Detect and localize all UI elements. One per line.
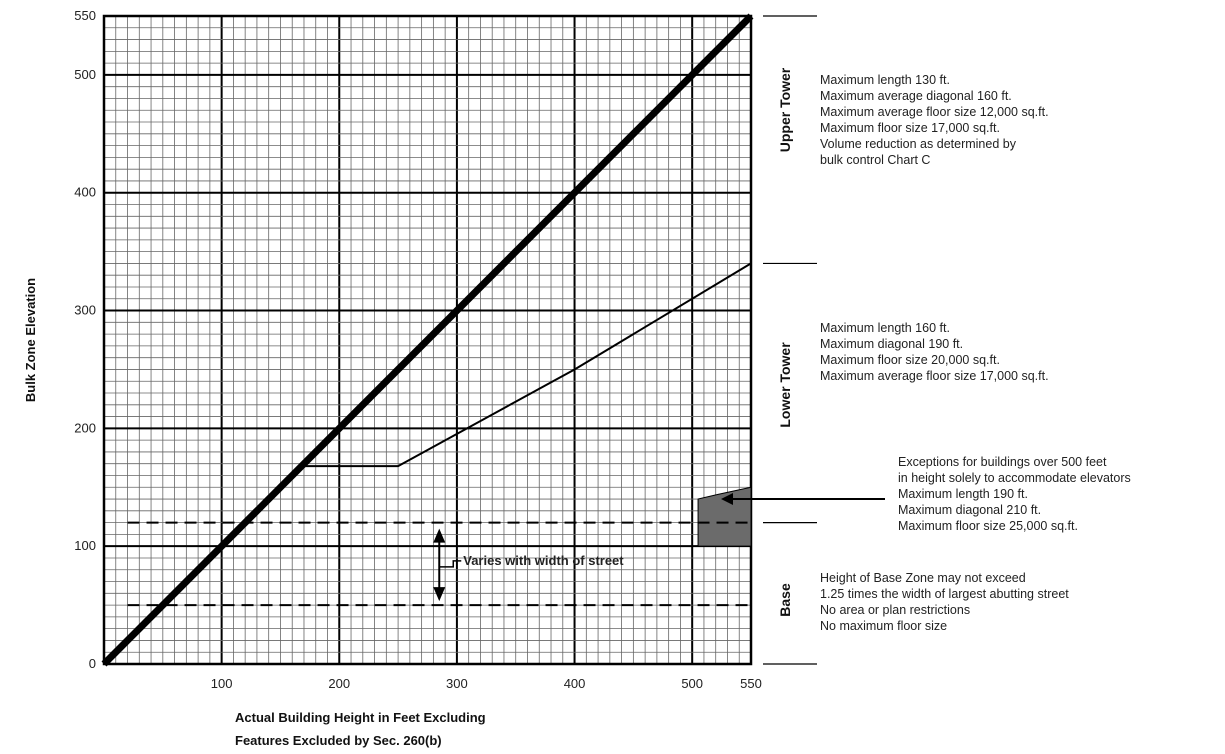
upper-tower-notes: Maximum length 130 ft. Maximum average d…: [820, 72, 1049, 168]
y-tick-label: 550: [74, 8, 96, 23]
zone-label-upper-tower: Upper Tower: [777, 67, 793, 152]
annotation-label: Varies with width of street: [463, 553, 624, 568]
annotation-leader: [439, 560, 462, 568]
x-axis-title-line-2: Features Excluded by Sec. 260(b): [235, 733, 442, 748]
upper-tower-note: Volume reduction as determined by: [820, 137, 1016, 151]
x-tick-label: 200: [328, 676, 350, 691]
upper-tower-note: Maximum average diagonal 160 ft.: [820, 89, 1012, 103]
y-tick-label: 400: [74, 185, 96, 200]
exceptions-notes: Exceptions for buildings over 500 feet i…: [898, 454, 1131, 534]
upper-tower-note: Maximum average floor size 12,000 sq.ft.: [820, 105, 1049, 119]
series-line-1: [101, 13, 754, 667]
exceptions-note: Maximum floor size 25,000 sq.ft.: [898, 519, 1078, 533]
lower-tower-note: Maximum average floor size 17,000 sq.ft.: [820, 369, 1049, 383]
lower-tower-note: Maximum floor size 20,000 sq.ft.: [820, 353, 1000, 367]
exceptions-note: Maximum length 190 ft.: [898, 487, 1028, 501]
shaded-region-layer: [697, 486, 752, 547]
exceptions-note: in height solely to accommodate elevator…: [898, 471, 1131, 485]
zone-label-base: Base: [777, 583, 793, 617]
exceptions-note: Maximum diagonal 210 ft.: [898, 503, 1042, 517]
zone-label-lower-tower: Lower Tower: [777, 342, 793, 428]
lower-tower-note: Maximum diagonal 190 ft.: [820, 337, 964, 351]
series-line-2: [303, 262, 752, 468]
exceptions-shaded-region: [697, 486, 752, 547]
upper-tower-note: Maximum length 130 ft.: [820, 73, 950, 87]
base-notes: Height of Base Zone may not exceed 1.25 …: [820, 570, 1069, 634]
arrow-left-icon: [721, 493, 733, 506]
zone-dividers: [763, 15, 817, 665]
arrow-up-icon: [433, 528, 446, 543]
annotation-layer: Varies with width of street: [433, 493, 885, 602]
upper-tower-note: bulk control Chart C: [820, 153, 931, 167]
y-axis-title: Bulk Zone Elevation: [23, 278, 38, 402]
lower-tower-note: Maximum length 160 ft.: [820, 321, 950, 335]
plot-frame: [102, 14, 753, 666]
base-note: No maximum floor size: [820, 619, 948, 633]
y-tick-label: 100: [74, 538, 96, 553]
series-layer: [101, 13, 754, 667]
x-axis-title-line-1: Actual Building Height in Feet Excluding: [235, 710, 486, 725]
x-tick-label: 550: [740, 676, 762, 691]
dashed-levels: [127, 521, 751, 607]
x-tick-label: 400: [564, 676, 586, 691]
y-tick-label: 500: [74, 67, 96, 82]
base-note: Height of Base Zone may not exceed: [820, 571, 1026, 585]
base-note: No area or plan restrictions: [820, 603, 971, 617]
lower-tower-notes: Maximum length 160 ft. Maximum diagonal …: [820, 320, 1049, 384]
base-note: 1.25 times the width of largest abutting…: [820, 587, 1069, 601]
y-tick-label: 0: [89, 656, 96, 671]
x-tick-label: 500: [681, 676, 703, 691]
upper-tower-note: Maximum floor size 17,000 sq.ft.: [820, 121, 1000, 135]
arrow-down-icon: [433, 587, 446, 602]
exceptions-note: Exceptions for buildings over 500 feet: [898, 455, 1107, 469]
x-tick-label: 100: [211, 676, 233, 691]
tick-labels: 0 100 200 300 400 500 550 100 200 300 400 500 550: [74, 8, 762, 691]
y-tick-label: 200: [74, 420, 96, 435]
y-tick-label: 300: [74, 303, 96, 318]
x-tick-label: 300: [446, 676, 468, 691]
